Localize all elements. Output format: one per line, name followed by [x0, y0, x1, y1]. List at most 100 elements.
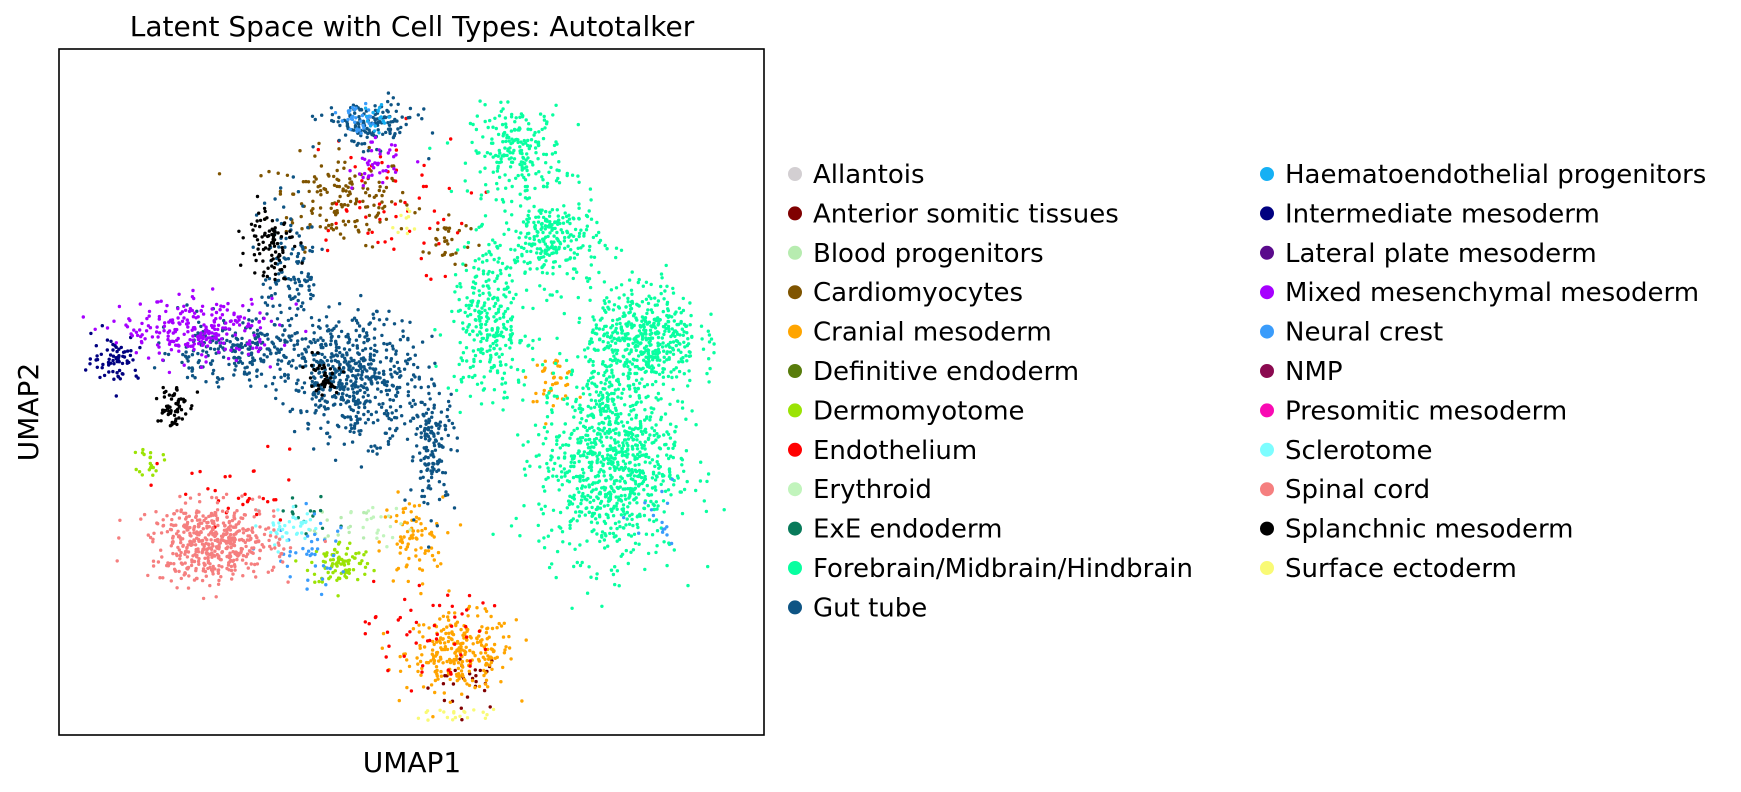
point-10: [624, 497, 628, 501]
point-11: [352, 316, 357, 320]
point-10: [578, 436, 583, 440]
point-11: [287, 286, 292, 291]
point-15: [218, 316, 222, 320]
point-10: [484, 183, 488, 187]
point-11: [303, 359, 308, 364]
point-10: [523, 334, 527, 338]
point-10: [648, 433, 652, 437]
point-10: [586, 476, 590, 481]
point-11: [370, 381, 374, 385]
point-10: [617, 450, 621, 454]
point-7: [425, 639, 430, 643]
point-15: [203, 331, 207, 336]
point-11: [354, 376, 358, 381]
point-10: [612, 336, 616, 341]
point-10: [576, 437, 580, 441]
point-20: [146, 573, 150, 578]
point-20: [187, 514, 191, 518]
point-12: [372, 129, 377, 133]
point-10: [492, 257, 496, 262]
point-10: [504, 221, 509, 225]
point-10: [496, 298, 500, 302]
point-10: [487, 242, 491, 247]
point-16: [355, 129, 359, 134]
point-10: [679, 319, 683, 324]
point-10: [614, 504, 618, 508]
point-10: [529, 242, 533, 247]
point-11: [320, 113, 324, 117]
point-3: [285, 173, 290, 177]
point-3: [364, 191, 368, 195]
point-15: [234, 358, 238, 363]
point-4: [381, 631, 386, 636]
point-10: [552, 234, 556, 238]
point-15: [367, 174, 371, 178]
point-11: [297, 292, 301, 296]
point-6: [357, 551, 361, 555]
point-7: [435, 632, 439, 637]
point-11: [376, 387, 380, 391]
point-15: [175, 338, 179, 342]
point-15: [196, 334, 201, 338]
point-11: [429, 475, 434, 480]
point-11: [339, 395, 344, 399]
point-6: [331, 558, 335, 562]
point-10: [493, 339, 498, 344]
point-15: [216, 323, 221, 327]
point-10: [545, 394, 549, 398]
point-10: [666, 488, 671, 492]
scatter-points: [81, 91, 726, 722]
point-10: [629, 307, 633, 311]
point-10: [543, 227, 547, 231]
point-10: [456, 248, 460, 252]
point-4: [448, 677, 452, 682]
point-11: [398, 404, 403, 409]
point-15: [254, 346, 259, 350]
point-10: [541, 184, 546, 188]
point-7: [403, 597, 407, 602]
point-11: [353, 361, 357, 366]
point-10: [609, 484, 613, 489]
point-11: [385, 317, 389, 321]
point-11: [282, 205, 286, 209]
point-4: [523, 375, 528, 379]
point-12: [378, 116, 382, 120]
point-3: [399, 227, 404, 231]
point-10: [555, 336, 559, 340]
point-10: [599, 435, 603, 439]
point-10: [535, 247, 540, 251]
point-10: [580, 484, 585, 488]
point-3: [319, 193, 323, 197]
point-3: [333, 209, 337, 214]
point-10: [569, 233, 573, 237]
point-11: [390, 375, 394, 379]
point-11: [426, 407, 430, 411]
point-10: [470, 285, 475, 290]
point-10: [601, 457, 606, 461]
point-10: [671, 346, 675, 351]
point-11: [341, 366, 346, 370]
point-10: [603, 486, 608, 490]
point-16: [310, 552, 314, 556]
point-11: [187, 366, 191, 370]
point-10: [578, 421, 582, 425]
point-10: [573, 547, 577, 551]
point-10: [616, 460, 620, 464]
point-3: [464, 263, 468, 267]
point-10: [659, 284, 663, 289]
point-11: [326, 406, 330, 411]
point-11: [357, 115, 361, 119]
point-10: [556, 478, 560, 482]
point-3: [405, 203, 409, 207]
point-11: [332, 326, 336, 331]
point-3: [383, 204, 387, 209]
point-6: [353, 556, 357, 560]
point-10: [528, 260, 532, 265]
point-11: [296, 307, 300, 311]
point-10: [669, 370, 673, 374]
point-3: [338, 194, 342, 199]
point-11: [320, 396, 324, 401]
point-10: [633, 426, 638, 430]
point-4: [483, 682, 488, 686]
point-10: [587, 248, 592, 252]
